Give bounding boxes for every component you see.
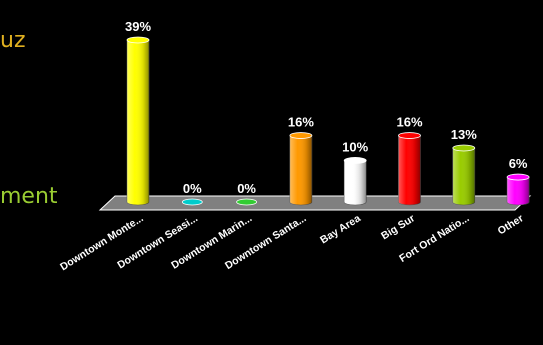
chart-floor xyxy=(98,195,532,211)
value-label-4: 16% xyxy=(288,115,314,130)
bar-1 xyxy=(126,36,150,206)
category-label-6: Big Sur xyxy=(379,212,417,242)
bar-2 xyxy=(181,198,203,206)
value-label-8: 6% xyxy=(509,156,528,171)
partial-text-bottom: ment xyxy=(0,184,58,209)
partial-text-top: uz xyxy=(0,28,26,53)
value-label-3: 0% xyxy=(237,181,256,196)
bar-7 xyxy=(452,144,476,206)
bar-4 xyxy=(289,132,313,206)
bar-8 xyxy=(506,173,530,206)
value-label-6: 16% xyxy=(396,115,422,130)
category-label-5: Bay Area xyxy=(318,212,363,246)
bar-5 xyxy=(343,157,367,206)
category-label-8: Other xyxy=(496,212,526,237)
bar-3 xyxy=(236,198,258,206)
value-label-7: 13% xyxy=(451,127,477,142)
value-label-5: 10% xyxy=(342,139,368,154)
bar-6 xyxy=(398,132,421,206)
value-label-1: 39% xyxy=(125,19,151,34)
value-label-2: 0% xyxy=(183,181,202,196)
